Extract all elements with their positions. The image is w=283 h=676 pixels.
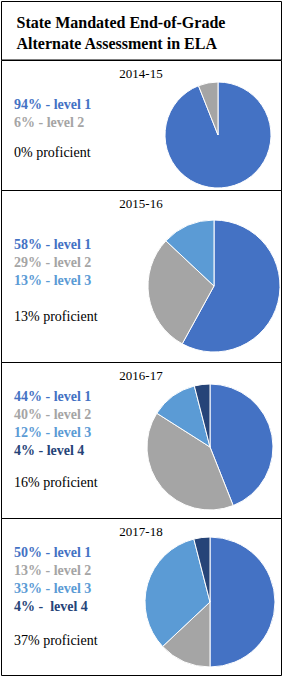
svg-text:58% - level 1: 58% - level 1 bbox=[14, 237, 91, 252]
svg-text:13% proficient: 13% proficient bbox=[14, 309, 98, 324]
svg-text:16% proficient: 16% proficient bbox=[14, 475, 98, 490]
svg-text:40% - level 2: 40% - level 2 bbox=[14, 407, 91, 422]
svg-text:94% - level 1: 94% - level 1 bbox=[14, 97, 91, 112]
svg-text:12% - level 3: 12% - level 3 bbox=[14, 425, 91, 440]
svg-text:4% - level 4: 4% - level 4 bbox=[14, 443, 84, 458]
svg-text:State Mandated End-of-Grade: State Mandated End-of-Grade bbox=[17, 14, 230, 31]
svg-text:0% proficient: 0% proficient bbox=[14, 145, 91, 160]
svg-text:29% - level 2: 29% - level 2 bbox=[14, 255, 91, 270]
svg-text:4% - level 4: 4% - level 4 bbox=[14, 599, 88, 614]
svg-text:13% - level 2: 13% - level 2 bbox=[14, 563, 91, 578]
svg-text:33% - level 3: 33% - level 3 bbox=[14, 581, 91, 596]
svg-text:2016-17: 2016-17 bbox=[119, 368, 163, 383]
svg-text:2015-16: 2015-16 bbox=[119, 196, 163, 211]
svg-text:44% - level 1: 44% - level 1 bbox=[14, 389, 91, 404]
svg-text:13% - level 3: 13% - level 3 bbox=[14, 273, 91, 288]
svg-text:2014-15: 2014-15 bbox=[119, 66, 162, 81]
svg-text:6% - level 2: 6% - level 2 bbox=[14, 115, 84, 130]
svg-text:2017-18: 2017-18 bbox=[119, 524, 162, 539]
svg-text:50% - level 1: 50% - level 1 bbox=[14, 545, 91, 560]
svg-text:37% proficient: 37% proficient bbox=[14, 633, 98, 648]
svg-text:Alternate Assessment in ELA: Alternate Assessment in ELA bbox=[17, 35, 218, 52]
